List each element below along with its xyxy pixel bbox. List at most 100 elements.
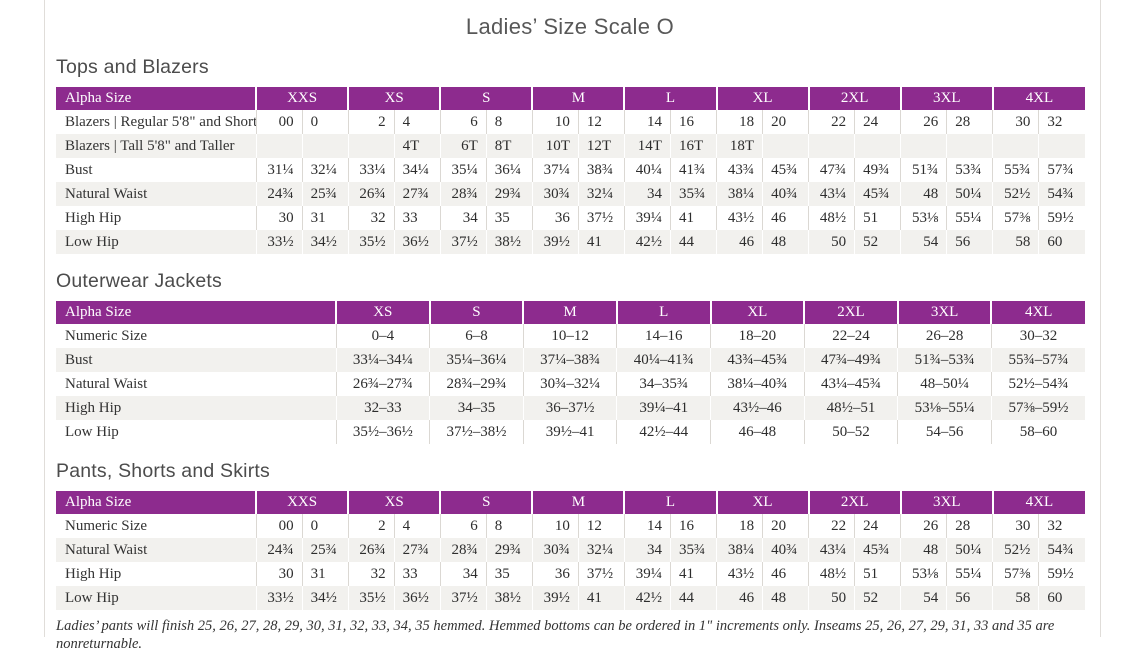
size-value-cell: 45¾: [762, 158, 810, 182]
size-value-cell: 41: [578, 230, 625, 254]
row-label: Bust: [56, 158, 257, 182]
row-label: High Hip: [56, 206, 257, 230]
size-value-cell: 40¼–41¾: [616, 348, 711, 372]
row-label: Numeric Size: [56, 324, 337, 348]
size-value-cell: 56: [946, 230, 994, 254]
size-value-cell: 30–32: [1019, 327, 1058, 344]
size-value-cell: 4: [394, 110, 441, 134]
table-row: Low Hip 35½–36½ 37½–38½ 39½–41 42½–44 46–48 50…: [56, 420, 1085, 444]
hemming-footnote: Ladies’ pants will finish 25, 26, 27, 28…: [56, 618, 1055, 652]
row-label: Blazers | Regular 5'8" and Shorter: [56, 110, 257, 134]
size-value-cell: 55¾: [992, 158, 1040, 182]
size-value-cell: 43¼–45¾: [804, 372, 899, 396]
size-value-cell: [900, 134, 948, 158]
size-value-cell: 42½: [624, 586, 671, 610]
size-group-header: 3XL: [897, 301, 993, 324]
size-value-cell: 37½: [440, 230, 487, 254]
size-value-cell: 28: [946, 110, 994, 134]
size-value-cell: 34: [440, 206, 487, 230]
size-value-cell: 18: [716, 514, 764, 538]
size-value-cell: 25¾: [302, 538, 349, 562]
size-group-header: XS: [348, 87, 442, 110]
size-value-cell: 16: [670, 514, 718, 538]
size-value-cell: 52: [854, 586, 902, 610]
size-value-cell: 59½: [1047, 209, 1074, 226]
size-value-cell: 54: [900, 586, 948, 610]
size-value-cell: 49¾: [854, 158, 902, 182]
size-value-cell: 8: [486, 514, 533, 538]
size-value-cell: 32¼: [302, 158, 349, 182]
table-row: Blazers | Tall 5'8" and Taller 4T 6T 8T 10T 1…: [56, 134, 1085, 158]
size-value-cell: 43¼: [808, 538, 856, 562]
size-group-header: L: [624, 491, 718, 514]
size-value-cell: 46: [716, 230, 764, 254]
alpha-size-header: Alpha Size: [56, 491, 258, 514]
size-value-cell: 20: [762, 514, 810, 538]
size-value-cell: 33¼–34¼: [336, 348, 431, 372]
size-group-header: M: [532, 87, 626, 110]
size-value-cell: 2: [348, 110, 395, 134]
size-value-cell: 53⅛: [900, 206, 948, 230]
size-value-cell: 32: [1047, 517, 1063, 534]
row-label: Low Hip: [56, 420, 337, 444]
table-row: High Hip 30 31 32 33 34 35 36 37½ 39¼ 41 43½ 46 48½ 51…: [56, 562, 1085, 586]
size-value-cell: 35½: [348, 586, 395, 610]
size-value-cell: 28: [946, 514, 994, 538]
table-row: Blazers | Regular 5'8" and Shorter 00 0 2 4 6…: [56, 110, 1085, 134]
size-value-cell: 39¼: [624, 562, 671, 586]
size-value-cell: 36½: [394, 230, 441, 254]
size-group-header: 4XL: [992, 87, 1085, 110]
size-value-cell: 42½: [624, 230, 671, 254]
size-value-cell: 8: [486, 110, 533, 134]
size-value-cell: 48½–51: [804, 396, 899, 420]
size-group-header: XS: [336, 301, 431, 324]
size-value-cell: 51: [854, 206, 902, 230]
size-value-cell: [256, 134, 303, 158]
size-value-cell: 56: [946, 586, 994, 610]
size-value-cell: 29¾: [486, 538, 533, 562]
row-label: Bust: [56, 348, 337, 372]
size-value-cell: 35: [486, 562, 533, 586]
size-value-cell: 0: [302, 514, 349, 538]
size-value-cell: 58–60: [1019, 423, 1058, 440]
size-value-cell: 50: [808, 586, 856, 610]
size-value-cell: 40¾: [762, 538, 810, 562]
size-value-cell: 41: [670, 562, 718, 586]
page-title: Ladies’ Size Scale O: [465, 14, 675, 39]
size-value-cell: 8T: [486, 134, 533, 158]
size-value-cell: 18: [716, 110, 764, 134]
size-value-cell: 27¾: [394, 182, 441, 206]
size-value-cell: 38¼–40¾: [710, 372, 805, 396]
size-value-cell: 48½: [808, 206, 856, 230]
table-row: Numeric Size 0–4 6–8 10–12 14–16 18–20 22–24 26…: [56, 324, 1085, 348]
size-value-cell: [762, 134, 810, 158]
size-value-cell: 25¾: [302, 182, 349, 206]
size-value-cell: 27¾: [394, 538, 441, 562]
size-group-header: XXS: [256, 87, 350, 110]
size-value-cell: 44: [670, 230, 718, 254]
size-value-cell: 50¼: [946, 538, 994, 562]
size-value-cell: 14T: [624, 134, 671, 158]
size-group-header: L: [616, 301, 712, 324]
size-group-header: XS: [348, 491, 442, 514]
size-value-cell: 26–28: [897, 324, 992, 348]
size-value-cell: 6: [440, 110, 487, 134]
size-value-cell: 26¾: [348, 182, 395, 206]
size-value-cell: 46: [716, 586, 764, 610]
size-value-cell: 22–24: [804, 324, 899, 348]
size-value-cell: 54¾: [1047, 541, 1074, 558]
size-group-header: 3XL: [900, 87, 994, 110]
size-value-cell: 48: [900, 538, 948, 562]
table-row: Bust 33¼–34¼ 35¼–36¼ 37¼–38¾ 40¼–41¾ 43¾–45¾ 4…: [56, 348, 1085, 372]
size-value-cell: 29¾: [486, 182, 533, 206]
alpha-size-header: Alpha Size: [56, 301, 337, 324]
size-value-cell: 38½: [486, 586, 533, 610]
size-value-cell: 14: [624, 514, 671, 538]
size-value-cell: 52½: [992, 182, 1040, 206]
size-value-cell: 54–56: [897, 420, 992, 444]
size-value-cell: 32: [348, 562, 395, 586]
size-group-header: 2XL: [804, 301, 899, 324]
size-group-header: S: [440, 87, 534, 110]
size-value-cell: 32¼: [578, 538, 625, 562]
size-value-cell: 28¾: [440, 538, 487, 562]
